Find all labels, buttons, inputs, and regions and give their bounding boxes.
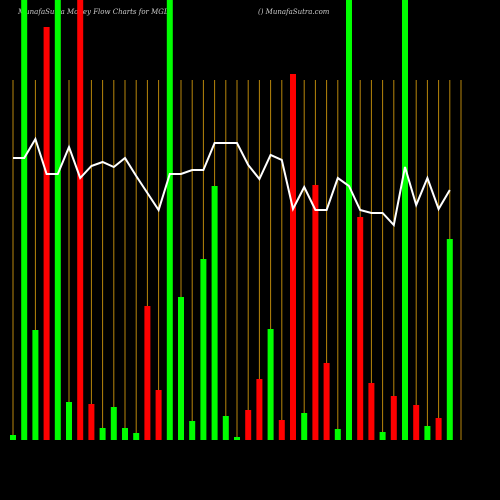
bar — [346, 0, 352, 440]
bar — [334, 429, 341, 440]
bar — [189, 421, 196, 440]
bar — [155, 390, 162, 440]
bar — [290, 74, 296, 440]
bar — [54, 0, 61, 440]
bar — [122, 428, 128, 440]
bar — [402, 0, 408, 440]
bar — [368, 383, 375, 440]
chart-subtitle: () MunafaSutra.com — [258, 8, 330, 16]
bar — [312, 185, 319, 440]
bar — [211, 186, 218, 440]
bar — [379, 432, 386, 440]
bar — [323, 363, 330, 440]
bar — [32, 330, 39, 440]
bar — [435, 418, 442, 440]
bar — [43, 27, 50, 440]
bar — [21, 0, 28, 440]
bar — [413, 405, 420, 440]
bar — [357, 217, 364, 440]
bar — [110, 407, 117, 440]
bar — [144, 306, 151, 440]
bar — [245, 410, 252, 440]
bar — [424, 426, 431, 440]
bar — [446, 239, 453, 440]
bar — [301, 413, 308, 440]
bar — [234, 437, 240, 440]
chart-title: MunafaSutra Money Flow Charts for MGL — [17, 8, 169, 16]
bar — [278, 420, 285, 440]
bar — [200, 259, 207, 440]
bar — [66, 402, 72, 440]
bar — [10, 435, 16, 440]
bar — [166, 0, 173, 440]
bar — [256, 379, 263, 440]
bar — [88, 404, 95, 440]
bar — [133, 433, 140, 440]
trend-line — [13, 136, 451, 228]
bar — [390, 396, 397, 440]
bar — [178, 297, 184, 440]
bar — [267, 329, 274, 440]
bar — [77, 0, 84, 440]
bar — [99, 428, 106, 440]
bar — [222, 416, 229, 440]
